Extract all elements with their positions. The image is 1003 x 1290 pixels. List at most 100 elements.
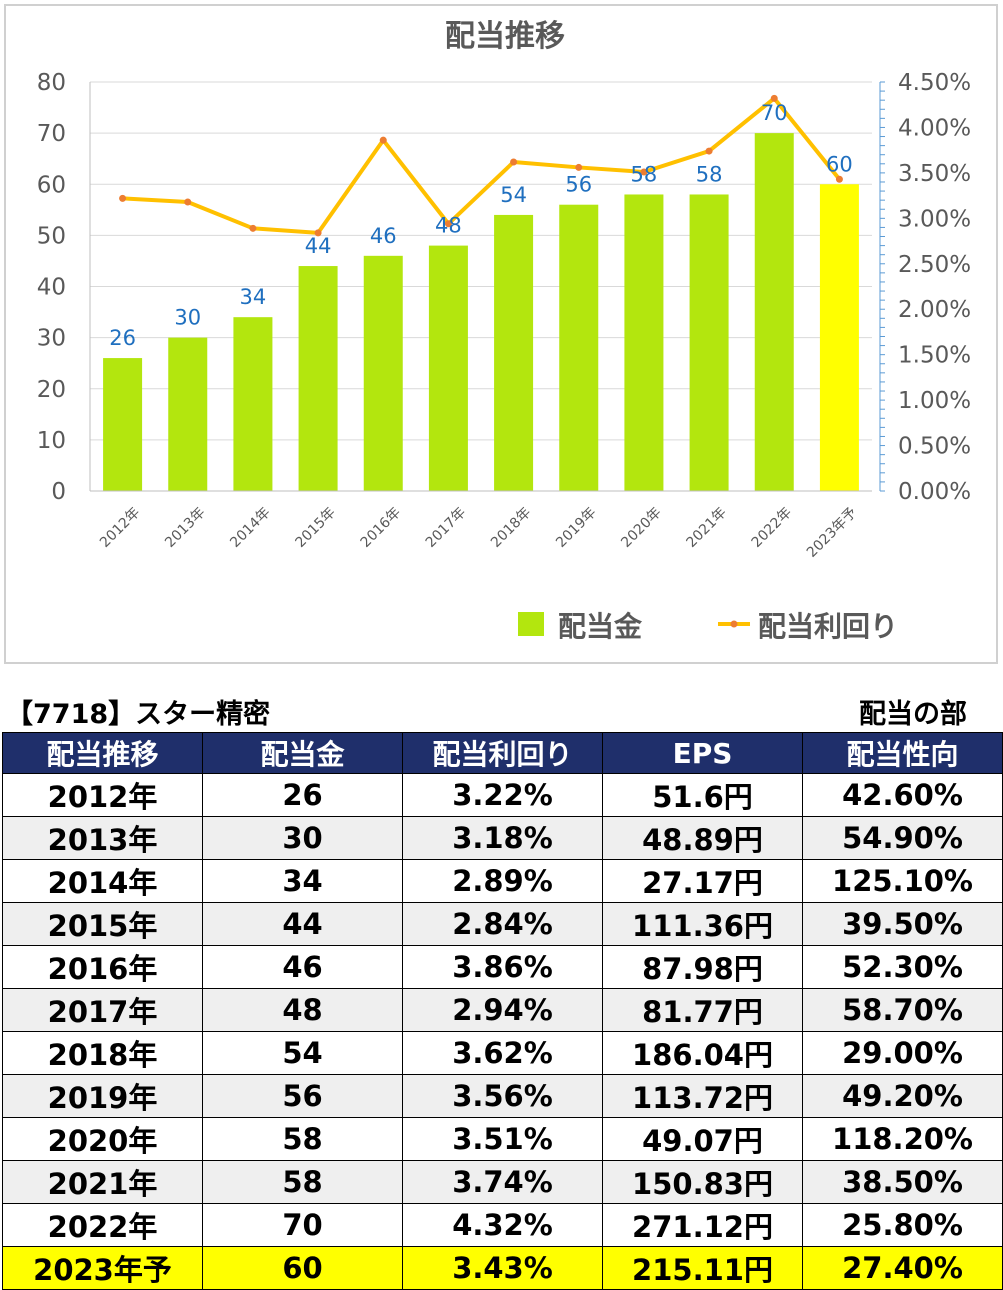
cell-year: 2018年	[2, 1031, 203, 1075]
table-section-label: 配当の部	[859, 699, 967, 730]
y-left-tick-label: 0	[51, 479, 66, 505]
x-tick-label: 2021年	[683, 505, 729, 551]
cell-eps: 87.98円	[602, 945, 803, 989]
bar	[298, 266, 338, 491]
yield-point	[510, 158, 518, 166]
yield-point	[119, 194, 127, 202]
bar	[168, 337, 208, 491]
cell-year: 2015年	[2, 902, 203, 946]
yield-point	[770, 94, 778, 102]
chart-title: 配当推移	[445, 19, 565, 54]
cell-yield: 3.56%	[402, 1074, 603, 1118]
cell-payout: 27.40%	[802, 1246, 1003, 1290]
bar	[103, 358, 143, 491]
y-right-tick-label: 2.00%	[898, 297, 971, 323]
cell-dividend: 60	[202, 1246, 403, 1290]
cell-dividend: 56	[202, 1074, 403, 1118]
cell-year: 2014年	[2, 859, 203, 903]
y-right-tick-label: 0.50%	[898, 434, 971, 460]
y-left-tick-label: 20	[37, 377, 66, 403]
yield-point	[379, 136, 387, 144]
data-label: 58	[631, 162, 658, 186]
data-label: 70	[761, 101, 788, 125]
x-tick-label: 2013年	[162, 505, 208, 551]
data-label: 46	[370, 224, 397, 248]
yield-point	[444, 220, 452, 228]
cell-payout: 38.50%	[802, 1160, 1003, 1204]
bar	[624, 194, 664, 491]
yield-point	[705, 147, 713, 155]
cell-dividend: 70	[202, 1203, 403, 1247]
cell-eps: 186.04円	[602, 1031, 803, 1075]
y-right-tick-label: 0.00%	[898, 479, 971, 505]
table-row: 2013年 30 3.18% 48.89円 54.90%	[2, 816, 1003, 860]
cell-eps: 150.83円	[602, 1160, 803, 1204]
y-right-tick-label: 3.00%	[898, 206, 971, 232]
y-right-tick-label: 3.50%	[898, 161, 971, 187]
cell-eps: 113.72円	[602, 1074, 803, 1118]
x-tick-label: 2015年	[292, 505, 338, 551]
cell-eps: 111.36円	[602, 902, 803, 946]
table-body: 2012年 26 3.22% 51.6円 42.60% 2013年 30 3.18% 48.89…	[2, 773, 1003, 1290]
data-label: 30	[174, 306, 201, 330]
x-tick-label: 2016年	[358, 505, 404, 551]
cell-yield: 2.84%	[402, 902, 603, 946]
table-row: 2020年 58 3.51% 49.07円 118.20%	[2, 1117, 1003, 1161]
header-dividend-history: 配当推移	[2, 732, 203, 774]
dividend-chart: 配当推移 26 30 34 44 46 48 54 56 58 58 70 60 0 10 20 30 40 5…	[37, 19, 971, 643]
cell-eps: 81.77円	[602, 988, 803, 1032]
bar	[754, 133, 794, 491]
cell-yield: 3.62%	[402, 1031, 603, 1075]
y-left-tick-label: 70	[37, 121, 66, 147]
table-row: 2017年 48 2.94% 81.77円 58.70%	[2, 988, 1003, 1032]
legend-line-label: 配当利回り	[758, 610, 898, 643]
bar	[819, 184, 859, 491]
cell-eps: 271.12円	[602, 1203, 803, 1247]
data-label: 58	[696, 162, 723, 186]
yield-point	[184, 198, 192, 206]
data-label: 56	[565, 173, 592, 197]
y-right-tick-label: 1.00%	[898, 388, 971, 414]
cell-dividend: 58	[202, 1160, 403, 1204]
x-tick-label: 2019年	[553, 505, 599, 551]
cell-eps: 51.6円	[602, 773, 803, 817]
bar	[363, 255, 403, 491]
bar	[233, 317, 273, 491]
legend-bar-swatch	[518, 612, 544, 636]
x-tick-label: 2012年	[97, 505, 143, 551]
cell-yield: 3.51%	[402, 1117, 603, 1161]
table-caption-row: 【7718】スター精密 配当の部	[0, 692, 1003, 730]
cell-payout: 118.20%	[802, 1117, 1003, 1161]
y-left-tick-label: 40	[37, 275, 66, 301]
yield-line	[122, 96, 841, 235]
table-header-row: 配当推移 配当金 配当利回り EPS 配当性向	[2, 732, 1003, 774]
cell-dividend: 34	[202, 859, 403, 903]
cell-year: 2013年	[2, 816, 203, 860]
yield-point	[314, 229, 322, 237]
y-right-tick-label: 4.50%	[898, 70, 971, 96]
cell-year: 2022年	[2, 1203, 203, 1247]
cell-eps: 49.07円	[602, 1117, 803, 1161]
label-layer: 26 30 34 44 46 48 54 56 58 58 70 60	[109, 101, 853, 350]
cell-year: 2023年予	[2, 1246, 203, 1290]
x-tick-label: 2022年	[749, 505, 795, 551]
y-left-tick-label: 60	[37, 172, 66, 198]
legend-bar-label: 配当金	[558, 610, 643, 643]
header-yield: 配当利回り	[402, 732, 603, 774]
cell-yield: 3.74%	[402, 1160, 603, 1204]
cell-year: 2021年	[2, 1160, 203, 1204]
bar	[689, 194, 729, 491]
cell-dividend: 48	[202, 988, 403, 1032]
cell-payout: 29.00%	[802, 1031, 1003, 1075]
cell-payout: 49.20%	[802, 1074, 1003, 1118]
table-row: 2012年 26 3.22% 51.6円 42.60%	[2, 773, 1003, 817]
table-row: 2016年 46 3.86% 87.98円 52.30%	[2, 945, 1003, 989]
data-label: 34	[240, 285, 267, 309]
dividend-table: 配当推移 配当金 配当利回り EPS 配当性向 2012年 26 3.22% 51.6…	[2, 732, 1003, 1290]
cell-eps: 27.17円	[602, 859, 803, 903]
cell-year: 2020年	[2, 1117, 203, 1161]
grid-layer	[90, 81, 872, 492]
cell-payout: 54.90%	[802, 816, 1003, 860]
cell-eps: 215.11円	[602, 1246, 803, 1290]
cell-yield: 3.43%	[402, 1246, 603, 1290]
